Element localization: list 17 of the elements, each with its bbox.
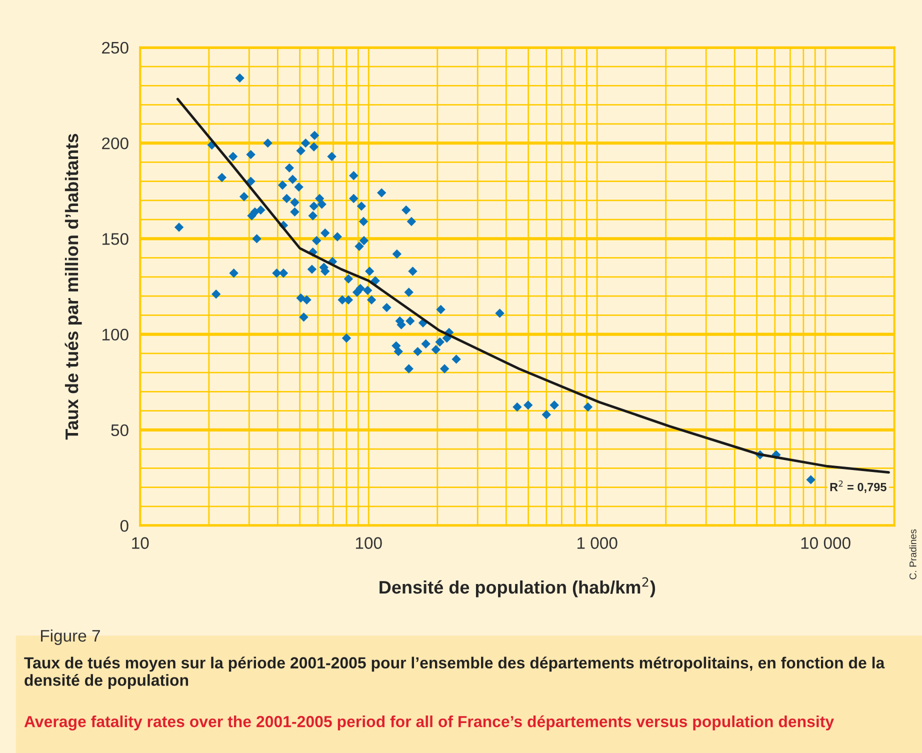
y-tick-label: 250: [102, 42, 128, 54]
x-tick-label: 10: [132, 537, 149, 549]
y-tick-label: 150: [102, 233, 128, 245]
x-tick-label: 100: [356, 537, 382, 549]
y-tick-label: 200: [102, 137, 128, 150]
y-tick-label: 0: [120, 520, 128, 532]
y-tick-label: 100: [102, 328, 128, 341]
x-tick-label: 1 000: [578, 537, 618, 549]
x-tick-label: 10 000: [801, 537, 850, 549]
text: Figure 7: [41, 629, 100, 646]
x-axis-title: Densité de population (hab/km$^{2}$): [380, 577, 656, 598]
text: C. Pradines: [909, 529, 916, 580]
text: Average fatality rates over the 2001-2005 period for all of France’s départements versus population density: [24, 715, 834, 730]
annotation: R$^{2}$ = 0,795: [830, 480, 886, 493]
y-axis-title: Taux de tués par million d’habitants: [64, 134, 82, 440]
y-tick-label: 50: [111, 424, 128, 436]
text: Taux de tués moyen sur la période 2001-2005 pour l’ensemble des départements métropolitains, en fonction de la densité de population: [24, 656, 885, 690]
